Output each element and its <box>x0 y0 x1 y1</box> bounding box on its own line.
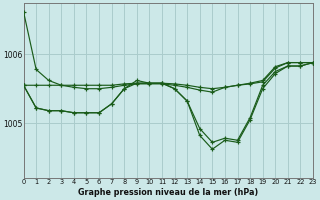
X-axis label: Graphe pression niveau de la mer (hPa): Graphe pression niveau de la mer (hPa) <box>78 188 259 197</box>
